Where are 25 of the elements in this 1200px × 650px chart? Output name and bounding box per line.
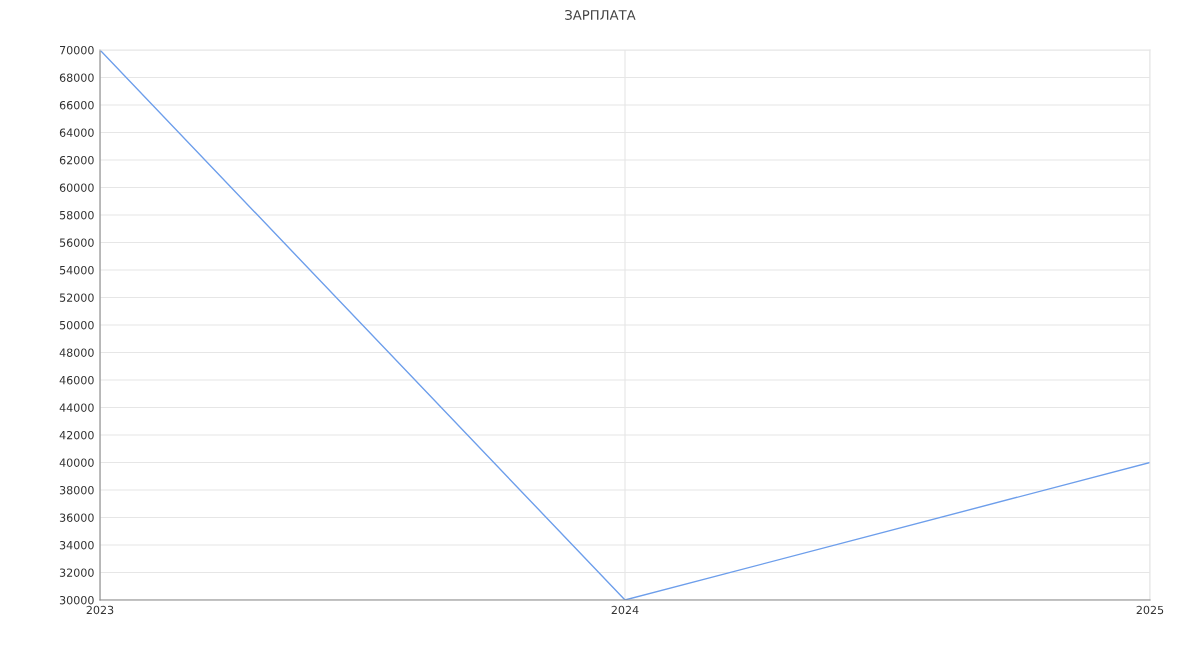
x-tick-label: 2024 <box>611 605 639 615</box>
y-tick-label: 30000 <box>59 595 94 605</box>
y-tick-label: 60000 <box>59 183 94 192</box>
y-tick-label: 56000 <box>59 238 94 247</box>
y-tick-label: 48000 <box>59 348 94 357</box>
y-tick-label: 58000 <box>59 210 94 220</box>
x-tick-label: 2025 <box>1136 605 1164 615</box>
x-tick-label: 2023 <box>86 605 114 615</box>
y-tick-label: 62000 <box>59 155 94 165</box>
y-tick-label: 38000 <box>59 485 94 495</box>
y-tick-label: 68000 <box>59 73 94 82</box>
y-tick-label: 32000 <box>59 568 94 577</box>
y-tick-label: 70000 <box>60 45 94 55</box>
y-tick-label: 46000 <box>59 375 94 385</box>
y-tick-label: 36000 <box>59 513 94 522</box>
y-tick-label: 40000 <box>59 458 94 467</box>
chart-title: ЗАРПЛАТА <box>565 9 636 20</box>
y-tick-label: 54000 <box>59 265 94 275</box>
y-tick-label: 66000 <box>59 100 94 110</box>
y-tick-label: 50000 <box>59 320 94 330</box>
y-tick-label: 34000 <box>59 540 94 550</box>
y-tick-label: 64000 <box>59 128 94 137</box>
y-tick-label: 42000 <box>59 430 94 440</box>
y-tick-label: 52000 <box>59 293 94 302</box>
y-tick-label: 44000 <box>59 403 94 412</box>
